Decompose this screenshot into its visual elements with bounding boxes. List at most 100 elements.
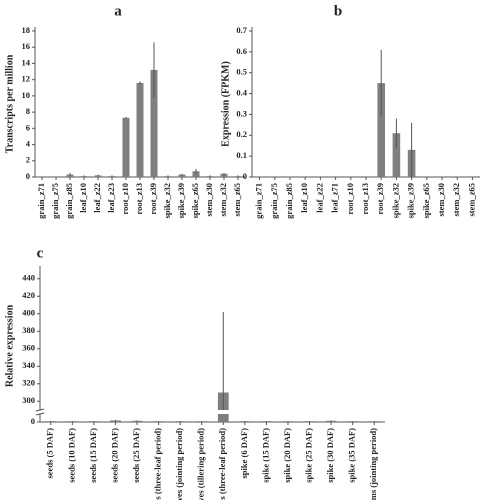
bar xyxy=(239,421,251,422)
x-tick-label: leaves (jointing period) xyxy=(174,428,184,500)
x-tick-label: stem_z65 xyxy=(232,183,242,217)
y-tick-label: 14 xyxy=(22,57,31,67)
y-tick-label: 0.3 xyxy=(236,108,247,118)
y-tick-label: 360 xyxy=(22,343,35,353)
y-tick-label: 300 xyxy=(22,395,35,405)
y-tick-label: 12 xyxy=(22,74,31,84)
y-tick-label: 0.5 xyxy=(236,67,247,77)
x-tick-label: stem_z30 xyxy=(204,183,214,217)
y-tick-label: 0.1 xyxy=(236,150,247,160)
y-tick-label: 4 xyxy=(26,139,31,149)
x-tick-label: leaf_z10 xyxy=(78,183,88,213)
x-tick-label: stem_z32 xyxy=(218,183,228,217)
y-tick-label: 18 xyxy=(22,25,31,35)
bar xyxy=(136,82,144,177)
x-tick-label: root_z10 xyxy=(120,183,130,214)
x-tick-label: spike_z39 xyxy=(176,183,186,218)
x-tick-label: grain_z75 xyxy=(269,183,279,219)
bar xyxy=(347,421,359,422)
x-tick-label: stem_z65 xyxy=(466,183,476,217)
x-tick-label: root_z39 xyxy=(148,183,158,214)
x-tick-label: spike_z65 xyxy=(421,183,431,218)
x-tick-label: leaf_z71 xyxy=(330,183,340,213)
y-axis-label: Relative expression xyxy=(4,304,15,387)
bar xyxy=(368,421,380,422)
y-tick-label: 0.7 xyxy=(236,25,247,35)
x-tick-label: spike (20 DAF) xyxy=(282,428,292,483)
x-tick-label: stems (jointing period) xyxy=(368,428,378,500)
y-tick-label: 0.6 xyxy=(236,46,247,56)
bar xyxy=(150,69,158,177)
panel-label: a xyxy=(114,3,122,19)
x-tick-label: seeds (20 DAF) xyxy=(109,428,119,483)
x-tick-label: spike_z32 xyxy=(162,183,172,218)
x-tick-label: root_z13 xyxy=(134,183,144,214)
bar xyxy=(377,83,385,177)
x-tick-label: roots (three-leaf period) xyxy=(217,428,227,500)
y-tick-label: 0.2 xyxy=(236,129,247,139)
y-tick-label: 0 xyxy=(31,416,35,426)
x-tick-label: leaves (three-leaf period) xyxy=(153,428,163,500)
bar xyxy=(196,421,208,422)
y-tick-label: 420 xyxy=(22,290,35,300)
bar xyxy=(45,421,57,422)
panel-label: c xyxy=(37,245,44,261)
y-tick-label: 0 xyxy=(243,171,247,181)
y-tick-label: 8 xyxy=(26,106,30,116)
x-tick-label: spike (30 DAF) xyxy=(325,428,335,483)
x-tick-label: seeds (5 DAF) xyxy=(45,428,55,479)
y-tick-label: 10 xyxy=(22,90,31,100)
x-tick-label: leaf_z22 xyxy=(92,183,102,213)
x-tick-label: leaf_z22 xyxy=(314,183,324,213)
x-tick-label: grain_z85 xyxy=(64,183,74,219)
x-tick-label: spike (15 DAF) xyxy=(260,428,270,483)
bar xyxy=(261,421,272,422)
y-tick-label: 340 xyxy=(22,360,35,370)
x-tick-label: spike_z32 xyxy=(390,183,400,218)
bar xyxy=(304,421,315,422)
x-tick-label: leaves (tillering period) xyxy=(196,428,206,500)
bar xyxy=(282,421,294,422)
axis-break-mark xyxy=(35,408,45,412)
x-tick-label: spike_z39 xyxy=(406,183,416,218)
x-tick-label: grain_z71 xyxy=(36,183,46,219)
bar xyxy=(325,420,337,422)
y-axis-label: Expression (FPKM) xyxy=(220,61,231,147)
x-tick-label: spike_z65 xyxy=(190,183,200,218)
axis-break xyxy=(35,410,385,414)
x-tick-label: root_z39 xyxy=(375,183,385,214)
y-tick-label: 400 xyxy=(22,308,35,318)
bar xyxy=(392,133,401,177)
x-tick-label: spike (25 DAF) xyxy=(303,428,313,483)
panel-label: b xyxy=(334,3,342,19)
x-tick-label: spike (6 DAF) xyxy=(239,428,249,479)
y-tick-label: 2 xyxy=(26,155,30,165)
y-tick-label: 440 xyxy=(22,273,35,283)
bar xyxy=(122,117,130,177)
bar xyxy=(66,421,78,422)
y-tick-label: 320 xyxy=(22,378,35,388)
bar xyxy=(192,171,200,177)
y-axis-label: Transcripts per million xyxy=(4,54,15,153)
y-tick-label: 16 xyxy=(22,41,31,51)
x-tick-label: grain_z71 xyxy=(254,183,264,219)
x-tick-label: root_z13 xyxy=(360,183,370,214)
x-tick-label: seeds (25 DAF) xyxy=(131,428,141,483)
bar xyxy=(153,421,164,422)
bar xyxy=(178,174,186,177)
x-tick-label: grain_z75 xyxy=(50,183,60,219)
bar xyxy=(174,421,186,422)
x-tick-label: stem_z30 xyxy=(436,183,446,217)
bar xyxy=(220,173,228,177)
bar xyxy=(110,420,121,422)
x-tick-label: leaf_z23 xyxy=(106,183,116,213)
x-tick-label: seeds (15 DAF) xyxy=(88,428,98,483)
x-tick-label: grain_z85 xyxy=(284,183,294,219)
x-tick-label: seeds (10 DAF) xyxy=(66,428,76,483)
y-tick-label: 0 xyxy=(26,171,30,181)
bar xyxy=(131,420,143,422)
bar xyxy=(88,421,100,422)
y-tick-label: 0.4 xyxy=(236,88,247,98)
axis-break-mark xyxy=(35,412,45,416)
